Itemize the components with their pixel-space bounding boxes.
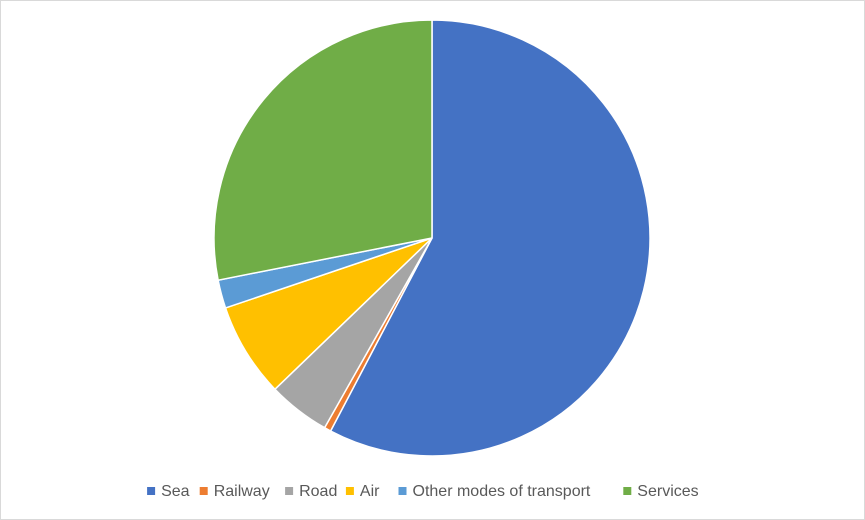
legend-swatch bbox=[398, 487, 407, 495]
legend-swatch bbox=[199, 487, 208, 495]
legend-swatch bbox=[285, 487, 294, 495]
legend-label: Sea bbox=[161, 483, 190, 500]
legend-swatch bbox=[623, 487, 632, 495]
legend-label: Air bbox=[360, 483, 380, 500]
legend-swatch bbox=[345, 487, 354, 495]
pie-slice bbox=[329, 19, 651, 457]
legend-label: Railway bbox=[214, 483, 270, 500]
legend-label: Road bbox=[299, 483, 337, 500]
legend-swatch bbox=[147, 487, 156, 495]
legend-label: Services bbox=[637, 483, 698, 500]
legend-label: Other modes of transport bbox=[413, 483, 591, 500]
pie-slice bbox=[213, 19, 433, 282]
